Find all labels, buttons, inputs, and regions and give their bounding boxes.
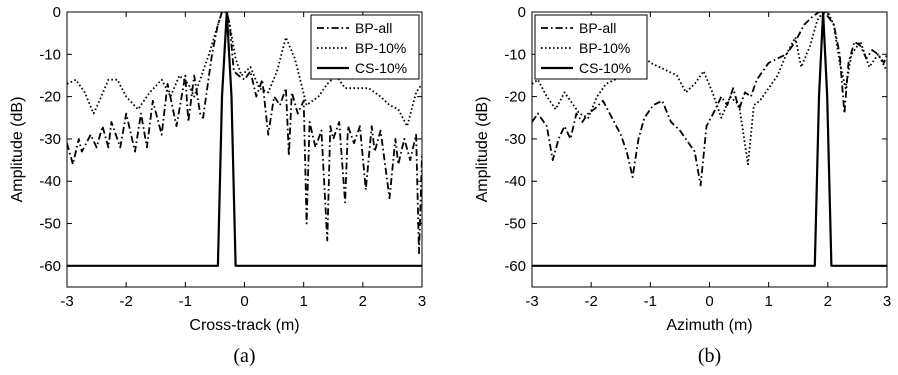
legend-label: BP-all <box>579 20 616 36</box>
y-tick-label: -40 <box>39 173 61 190</box>
y-tick-label: -10 <box>39 46 61 63</box>
legend: BP-all BP-10% CS-10% <box>310 14 420 80</box>
x-tick-label: 3 <box>883 293 891 310</box>
x-tick-label: -3 <box>525 293 538 310</box>
legend-label: BP-all <box>355 20 392 36</box>
series-line-cs-10 <box>532 12 887 267</box>
x-tick-label: -1 <box>179 293 192 310</box>
legend-label: BP-10% <box>355 40 406 56</box>
x-tick-label: -2 <box>584 293 597 310</box>
x-axis-label: Azimuth (m) <box>666 317 752 334</box>
chart-panel-1: 0-10-20-30-40-50-60-3 -2 -1 0 1 2 3Cross-track… <box>9 4 426 367</box>
x-tick-label: 1 <box>299 293 307 310</box>
y-tick-label: -10 <box>504 46 526 63</box>
x-tick-label: 2 <box>824 293 832 310</box>
series-line-cs-10 <box>67 12 422 267</box>
legend-label: CS-10% <box>355 60 407 76</box>
y-tick-label: -60 <box>504 258 526 275</box>
y-tick-label: -60 <box>39 258 61 275</box>
series-line-bp-all <box>532 12 887 187</box>
series-line-bp-10 <box>532 12 887 166</box>
y-tick-label: -30 <box>504 131 526 148</box>
y-axis-label: Amplitude (dB) <box>474 97 491 203</box>
legend-label: BP-10% <box>579 40 630 56</box>
x-tick-label: 0 <box>705 293 713 310</box>
y-tick-label: -30 <box>39 131 61 148</box>
x-tick-label: -2 <box>119 293 132 310</box>
x-tick-label: 2 <box>359 293 367 310</box>
x-axis-label: Cross-track (m) <box>189 317 299 334</box>
panel-caption: (b) <box>698 345 721 367</box>
legend: BP-all BP-10% CS-10% <box>534 14 648 80</box>
y-axis-label: Amplitude (dB) <box>9 97 26 203</box>
y-tick-label: -20 <box>504 89 526 106</box>
y-tick-label: 0 <box>53 4 61 21</box>
x-tick-label: -1 <box>644 293 657 310</box>
x-tick-label: 1 <box>764 293 772 310</box>
y-tick-label: -50 <box>39 216 61 233</box>
series-line-bp-10 <box>67 12 422 128</box>
y-tick-label: -40 <box>504 173 526 190</box>
x-tick-label: -3 <box>60 293 73 310</box>
y-tick-label: -20 <box>39 89 61 106</box>
panel-caption: (a) <box>233 345 255 367</box>
y-tick-label: 0 <box>518 4 526 21</box>
legend-label: CS-10% <box>579 60 631 76</box>
x-tick-label: 3 <box>418 293 426 310</box>
y-tick-label: -50 <box>504 216 526 233</box>
x-tick-label: 0 <box>240 293 248 310</box>
